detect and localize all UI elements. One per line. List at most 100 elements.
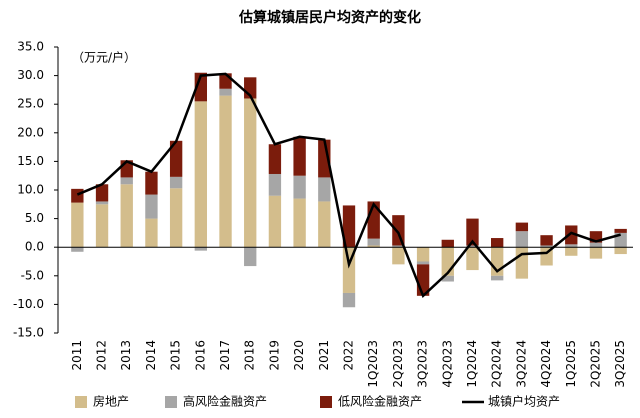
bar-segment (194, 247, 207, 251)
bar-segment (219, 95, 232, 248)
y-tick-label: 35.0 (17, 40, 44, 54)
bar-segment (589, 247, 603, 259)
bar-segment (145, 171, 158, 195)
bar-segment (293, 136, 306, 176)
bar-segment (466, 247, 479, 271)
x-tick-label: 2Q2025 (588, 340, 602, 388)
bar-segment (614, 228, 627, 233)
y-tick-label: 10.0 (17, 183, 44, 197)
x-tick-label: 2Q2023 (391, 340, 405, 388)
bar-segment (392, 245, 405, 248)
y-tick-label: 0.0 (25, 240, 44, 254)
bar-segment (95, 201, 109, 205)
y-tick-label: 15.0 (17, 154, 44, 168)
bar-segment (466, 245, 479, 248)
x-tick-label: 2018 (243, 340, 257, 371)
bar-segment (392, 247, 405, 265)
bar-segment (219, 73, 232, 89)
x-tick-label: 2019 (267, 340, 281, 371)
bar-segment (268, 173, 282, 196)
bar-segment (244, 98, 257, 248)
y-tick-label: 25.0 (17, 97, 44, 111)
bar-segment (491, 275, 504, 281)
bar-segment (416, 261, 430, 265)
x-tick-label: 2013 (119, 340, 133, 371)
bar-segment (589, 231, 603, 243)
y-tick-label: 30.0 (17, 68, 44, 82)
bar-segment (466, 218, 479, 246)
bar-segment (71, 247, 84, 252)
bar-segment (565, 244, 578, 248)
legend-label: 房地产 (93, 394, 129, 409)
bar-segment (120, 177, 133, 185)
y-tick-label: 20.0 (17, 125, 44, 139)
bar-segment (515, 231, 529, 248)
x-tick-label: 1Q2025 (564, 340, 578, 388)
bar-segment (515, 247, 529, 279)
x-tick-label: 2022 (342, 340, 356, 371)
y-tick-label: -5.0 (21, 268, 44, 282)
chart-title: 估算城镇居民户均资产的变化 (238, 9, 421, 26)
bar-segment (565, 247, 578, 256)
y-tick-label: -15.0 (13, 326, 44, 340)
bar-segment (589, 242, 603, 248)
bar-segment (318, 177, 331, 202)
x-tick-label: 2017 (218, 340, 232, 371)
x-tick-label: 3Q2025 (613, 340, 627, 388)
bar-segment (169, 140, 183, 177)
bar-segment (540, 245, 553, 248)
x-tick-label: 1Q2023 (366, 340, 380, 388)
bar-segment (95, 204, 109, 248)
bar-segment (95, 184, 109, 202)
x-tick-label: 2021 (317, 340, 331, 371)
bar-segment (71, 202, 84, 248)
x-tick-label: 2015 (169, 340, 183, 371)
bar-segment (268, 144, 282, 174)
x-tick-label: 3Q2024 (514, 340, 528, 388)
x-tick-label: 3Q2023 (416, 340, 430, 388)
x-tick-label: 2012 (95, 340, 109, 371)
bar-segment (367, 238, 380, 246)
unit-note: （万元/户） (72, 50, 136, 65)
bar-segment (71, 188, 84, 203)
bar-segment (441, 275, 454, 282)
y-tick-label: -10.0 (13, 297, 44, 311)
bar-segment (614, 247, 627, 255)
bar-segment (491, 238, 504, 248)
x-tick-label: 2Q2024 (490, 340, 504, 388)
bar-segment (145, 194, 158, 219)
x-tick-label: 2020 (292, 340, 306, 371)
bar-segment (416, 247, 430, 262)
legend-label: 城镇户均资产 (488, 394, 560, 409)
bar-segment (318, 201, 331, 248)
bar-segment (244, 247, 257, 267)
x-tick-label: 1Q2024 (465, 340, 479, 388)
x-tick-label: 4Q2023 (440, 340, 454, 388)
legend-swatch (165, 396, 177, 408)
bar-segment (120, 184, 133, 248)
x-tick-label: 2014 (144, 340, 158, 371)
bar-segment (194, 101, 207, 248)
bar-segment (145, 218, 158, 248)
x-tick-label: 2016 (193, 340, 207, 371)
bar-segment (565, 225, 578, 245)
legend-swatch (320, 396, 332, 408)
x-tick-label: 2011 (70, 340, 84, 371)
bar-segment (367, 245, 380, 248)
bar-segment (441, 239, 454, 248)
line-series (76, 72, 621, 298)
bar-segment (293, 198, 306, 248)
bar-segment (169, 188, 183, 248)
bar-segment (342, 205, 356, 248)
bar-segment (219, 88, 232, 96)
legend-label: 高风险金融资产 (183, 394, 267, 409)
bar-segment (515, 222, 529, 232)
x-tick-label: 4Q2024 (539, 340, 553, 388)
bar-segment (268, 195, 282, 248)
y-tick-label: 5.0 (25, 211, 44, 225)
bar-segment (169, 176, 183, 189)
legend-label: 低风险金融资产 (338, 394, 422, 409)
legend-swatch (75, 396, 87, 408)
bar-segment (194, 72, 207, 102)
